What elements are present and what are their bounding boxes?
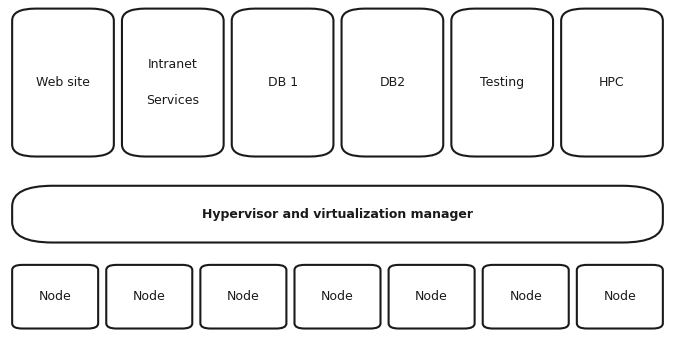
Text: Testing: Testing xyxy=(480,76,524,89)
FancyBboxPatch shape xyxy=(12,186,663,243)
FancyBboxPatch shape xyxy=(12,9,114,157)
Text: Intranet

Services: Intranet Services xyxy=(146,58,199,107)
FancyBboxPatch shape xyxy=(561,9,663,157)
Text: Node: Node xyxy=(227,290,260,303)
Text: Web site: Web site xyxy=(36,76,90,89)
FancyBboxPatch shape xyxy=(232,9,333,157)
FancyBboxPatch shape xyxy=(452,9,553,157)
FancyBboxPatch shape xyxy=(106,265,192,329)
FancyBboxPatch shape xyxy=(294,265,381,329)
FancyBboxPatch shape xyxy=(389,265,475,329)
Text: DB2: DB2 xyxy=(379,76,406,89)
Text: Node: Node xyxy=(133,290,165,303)
Text: Node: Node xyxy=(603,290,637,303)
Text: Node: Node xyxy=(415,290,448,303)
Text: HPC: HPC xyxy=(599,76,625,89)
FancyBboxPatch shape xyxy=(200,265,286,329)
FancyBboxPatch shape xyxy=(12,265,98,329)
Text: Node: Node xyxy=(321,290,354,303)
FancyBboxPatch shape xyxy=(122,9,223,157)
FancyBboxPatch shape xyxy=(483,265,569,329)
Text: Node: Node xyxy=(510,290,542,303)
Text: DB 1: DB 1 xyxy=(267,76,298,89)
FancyBboxPatch shape xyxy=(342,9,443,157)
Text: Hypervisor and virtualization manager: Hypervisor and virtualization manager xyxy=(202,208,473,221)
Text: Node: Node xyxy=(38,290,72,303)
FancyBboxPatch shape xyxy=(577,265,663,329)
